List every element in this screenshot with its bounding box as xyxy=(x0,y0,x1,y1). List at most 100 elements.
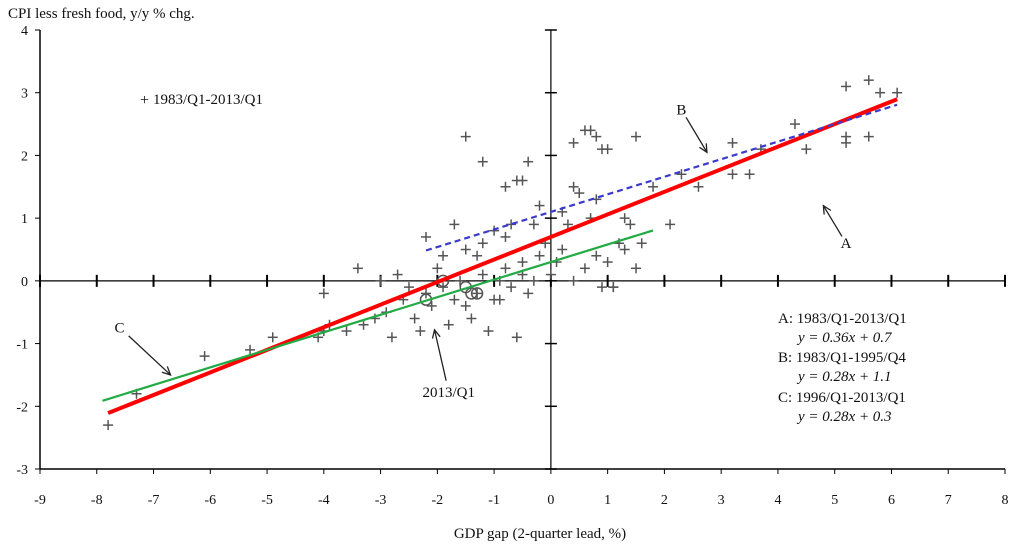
annotation-label: 2013/Q1 xyxy=(422,385,475,401)
scatter-point xyxy=(267,332,278,343)
scatter-point xyxy=(801,144,812,155)
scatter-point xyxy=(841,81,852,92)
scatter-point xyxy=(500,231,511,242)
scatter-point xyxy=(460,300,471,311)
scatter-point xyxy=(602,257,613,268)
annotation-arrow-head xyxy=(161,366,172,376)
scatter-point xyxy=(460,244,471,255)
scatter-point xyxy=(596,282,607,293)
scatter-point xyxy=(358,319,369,330)
x-tick-label: -5 xyxy=(261,493,273,508)
y-tick-label: 1 xyxy=(21,212,28,227)
scatter-point xyxy=(341,326,352,337)
scatter-point xyxy=(403,282,414,293)
scatter-point xyxy=(443,319,454,330)
scatter-point xyxy=(534,200,545,211)
scatter-point xyxy=(631,263,642,274)
tick-labels: -9 -8 -7 -6 -5 -4 -3 -2 -1 0 1 2 3 4 5 6 7 8 4 3 2 1 0 -1 -2 -3 xyxy=(16,24,1008,508)
scatter-point xyxy=(636,238,647,249)
annotation-arrow-line xyxy=(822,205,843,237)
scatter-point xyxy=(863,131,874,142)
equation-b-title: B: 1983/Q1-1995/Q4 xyxy=(778,350,906,366)
highlight-point xyxy=(470,287,484,300)
regression-line-a xyxy=(107,97,898,415)
scatter-point xyxy=(528,219,539,230)
scatter-point xyxy=(591,131,602,142)
equation-a-formula: y = 0.36x + 0.7 xyxy=(796,330,893,346)
scatter-point xyxy=(591,250,602,261)
scatter-point xyxy=(892,87,903,98)
annotation-arrow-head xyxy=(822,204,832,215)
x-axis-title: GDP gap (2-quarter lead, %) xyxy=(454,526,626,542)
scatter-point xyxy=(500,181,511,192)
scatter-point xyxy=(438,250,449,261)
annotation-arrow-line xyxy=(433,329,447,381)
y-tick-label: 4 xyxy=(21,24,28,39)
scatter-point xyxy=(460,131,471,142)
scatter-point xyxy=(585,125,596,136)
y-tick-label: 3 xyxy=(21,87,28,102)
legend: + 1983/Q1-2013/Q1 xyxy=(140,92,263,109)
scatter-point xyxy=(455,275,466,286)
scatter-point xyxy=(562,219,573,230)
scatter-point xyxy=(517,257,528,268)
regression-line-b xyxy=(425,103,898,252)
data-points xyxy=(103,75,903,431)
scatter-point xyxy=(841,137,852,148)
scatter-point xyxy=(494,294,505,305)
scatter-point xyxy=(744,169,755,180)
equation-c-title: C: 1996/Q1-2013/Q1 xyxy=(778,390,906,406)
scatter-point xyxy=(199,351,210,362)
y-tick-label: -3 xyxy=(16,463,28,478)
x-tick-label: -7 xyxy=(148,493,160,508)
annotation-arrow-head xyxy=(431,328,441,339)
scatter-point xyxy=(523,288,534,299)
x-tick-label: 5 xyxy=(831,493,838,508)
x-tick-label: 1 xyxy=(604,493,611,508)
scatter-point xyxy=(534,250,545,261)
scatter-point xyxy=(477,238,488,249)
scatter-point xyxy=(608,282,619,293)
scatter-point xyxy=(426,300,437,311)
annotation-label: C xyxy=(114,320,124,336)
equation-c-formula: y = 0.28x + 0.3 xyxy=(796,409,892,425)
scatter-point xyxy=(523,156,534,167)
legend-label: 1983/Q1-2013/Q1 xyxy=(153,92,263,108)
annotation-arrow-line xyxy=(685,117,708,153)
scatter-point xyxy=(409,313,420,324)
scatter-point xyxy=(500,263,511,274)
scatter-point xyxy=(545,269,556,280)
scatter-point xyxy=(511,175,522,186)
scatter-point xyxy=(489,225,500,236)
scatter-point xyxy=(506,282,517,293)
scatter-point xyxy=(789,119,800,130)
scatter-point xyxy=(602,144,613,155)
scatter-point xyxy=(421,231,431,242)
x-tick-label: 2 xyxy=(661,493,668,508)
y-tick-label: -1 xyxy=(16,338,28,353)
y-tick-label: 0 xyxy=(21,275,28,290)
scatter-point xyxy=(318,288,329,299)
scatter-point xyxy=(103,420,114,431)
scatter-point xyxy=(625,219,636,230)
annotations: A B C 2013/Q1 xyxy=(114,103,851,401)
scatter-point xyxy=(727,169,738,180)
equation-a-title: A: 1983/Q1-2013/Q1 xyxy=(778,311,907,327)
regression-lines xyxy=(102,97,898,415)
scatter-point xyxy=(528,275,539,286)
x-tick-label: 7 xyxy=(945,493,952,508)
annotation-arrow-head xyxy=(699,143,708,154)
y-axis-title: CPI less fresh food, y/y % chg. xyxy=(8,6,195,22)
equation-box: A: 1983/Q1-2013/Q1 y = 0.36x + 0.7 B: 19… xyxy=(778,311,907,425)
scatter-point xyxy=(693,181,704,192)
scatter-point xyxy=(449,294,460,305)
scatter-point xyxy=(619,213,630,224)
highlight-point xyxy=(465,287,478,300)
scatter-point xyxy=(568,181,579,192)
scatter-point xyxy=(432,263,443,274)
x-tick-label: 4 xyxy=(774,493,781,508)
scatter-point xyxy=(449,219,460,230)
scatter-point xyxy=(665,219,676,230)
x-tick-label: -2 xyxy=(432,493,444,508)
